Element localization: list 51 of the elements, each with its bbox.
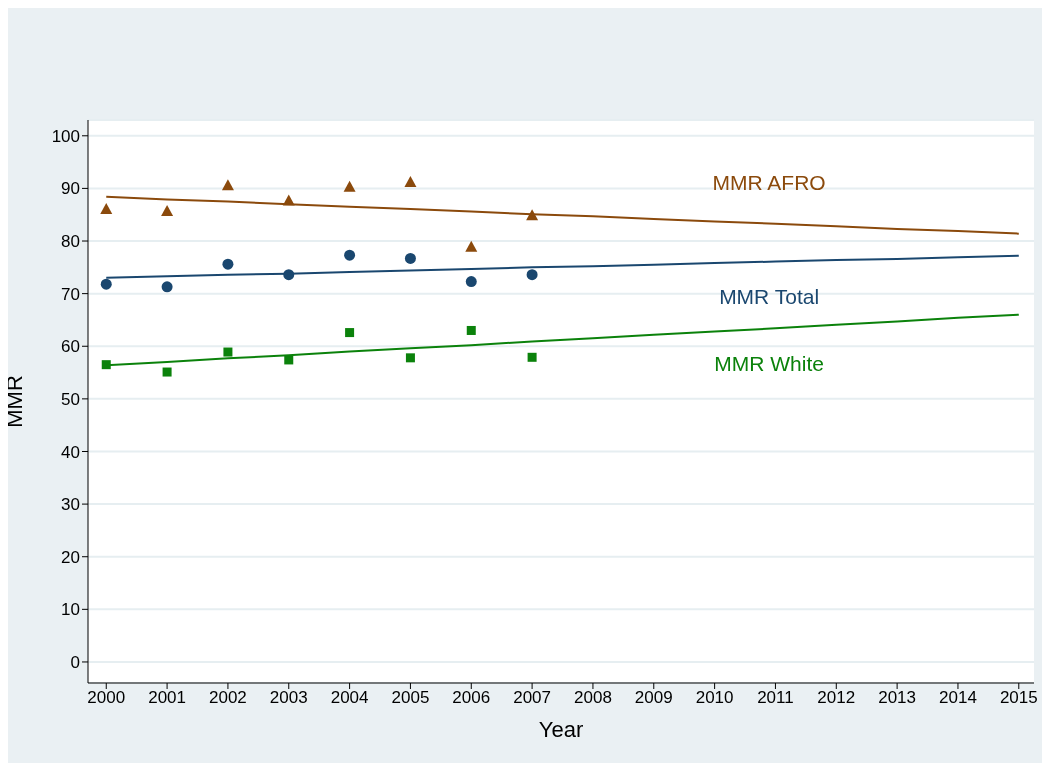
point [343, 180, 356, 192]
x-tick-label: 2007 [513, 688, 552, 708]
point [344, 249, 356, 261]
point [222, 258, 234, 270]
y-tick-label: 80 [61, 232, 80, 252]
y-tick-label: 90 [61, 179, 80, 199]
line-series [105, 195, 1020, 235]
point [404, 252, 416, 264]
x-tick-label: 2013 [878, 688, 917, 708]
y-tick-label: 20 [61, 547, 80, 567]
x-tick-label: 2006 [452, 688, 491, 708]
y-tick-label: 40 [61, 442, 80, 462]
x-tick-label: 2009 [634, 688, 673, 708]
text: MMR White [714, 351, 824, 375]
point [221, 179, 234, 191]
x-tick-label: 2004 [330, 688, 369, 708]
point [466, 325, 476, 335]
point [100, 278, 112, 290]
point [161, 205, 174, 217]
point [404, 176, 417, 188]
x-tick-label: 2015 [999, 688, 1038, 708]
x-tick-label: 2011 [757, 688, 794, 708]
y-tick-label: 0 [70, 652, 80, 672]
point [526, 269, 538, 281]
point [161, 281, 173, 293]
x-tick-label: 2012 [817, 688, 856, 708]
x-tick-label: 2000 [87, 688, 126, 708]
x-tick-label: 2001 [148, 688, 186, 708]
y-tick-label: 10 [61, 600, 80, 620]
point [345, 328, 355, 338]
x-tick-label: 2003 [269, 688, 308, 708]
x-tick-label: 2010 [695, 688, 734, 708]
point [527, 352, 537, 362]
x-axis-title: Year [538, 717, 584, 742]
text: MMR Total [719, 284, 820, 308]
point [100, 202, 113, 214]
point [223, 347, 233, 357]
point [465, 276, 477, 288]
x-tick-label: 2002 [209, 688, 247, 708]
point [465, 240, 478, 252]
y-tick-label: 60 [61, 337, 80, 357]
y-tick-label: 30 [61, 495, 80, 515]
x-tick-label: 2005 [391, 688, 430, 708]
y-tick-label: 70 [61, 284, 80, 304]
y-tick-label: 50 [61, 389, 80, 409]
x-tick-label: 2014 [939, 688, 977, 708]
text: MMR AFRO [712, 170, 826, 194]
point [405, 353, 415, 363]
x-tick-label: 2008 [574, 688, 612, 708]
y-tick-label: 100 [51, 126, 80, 146]
point [162, 367, 172, 377]
